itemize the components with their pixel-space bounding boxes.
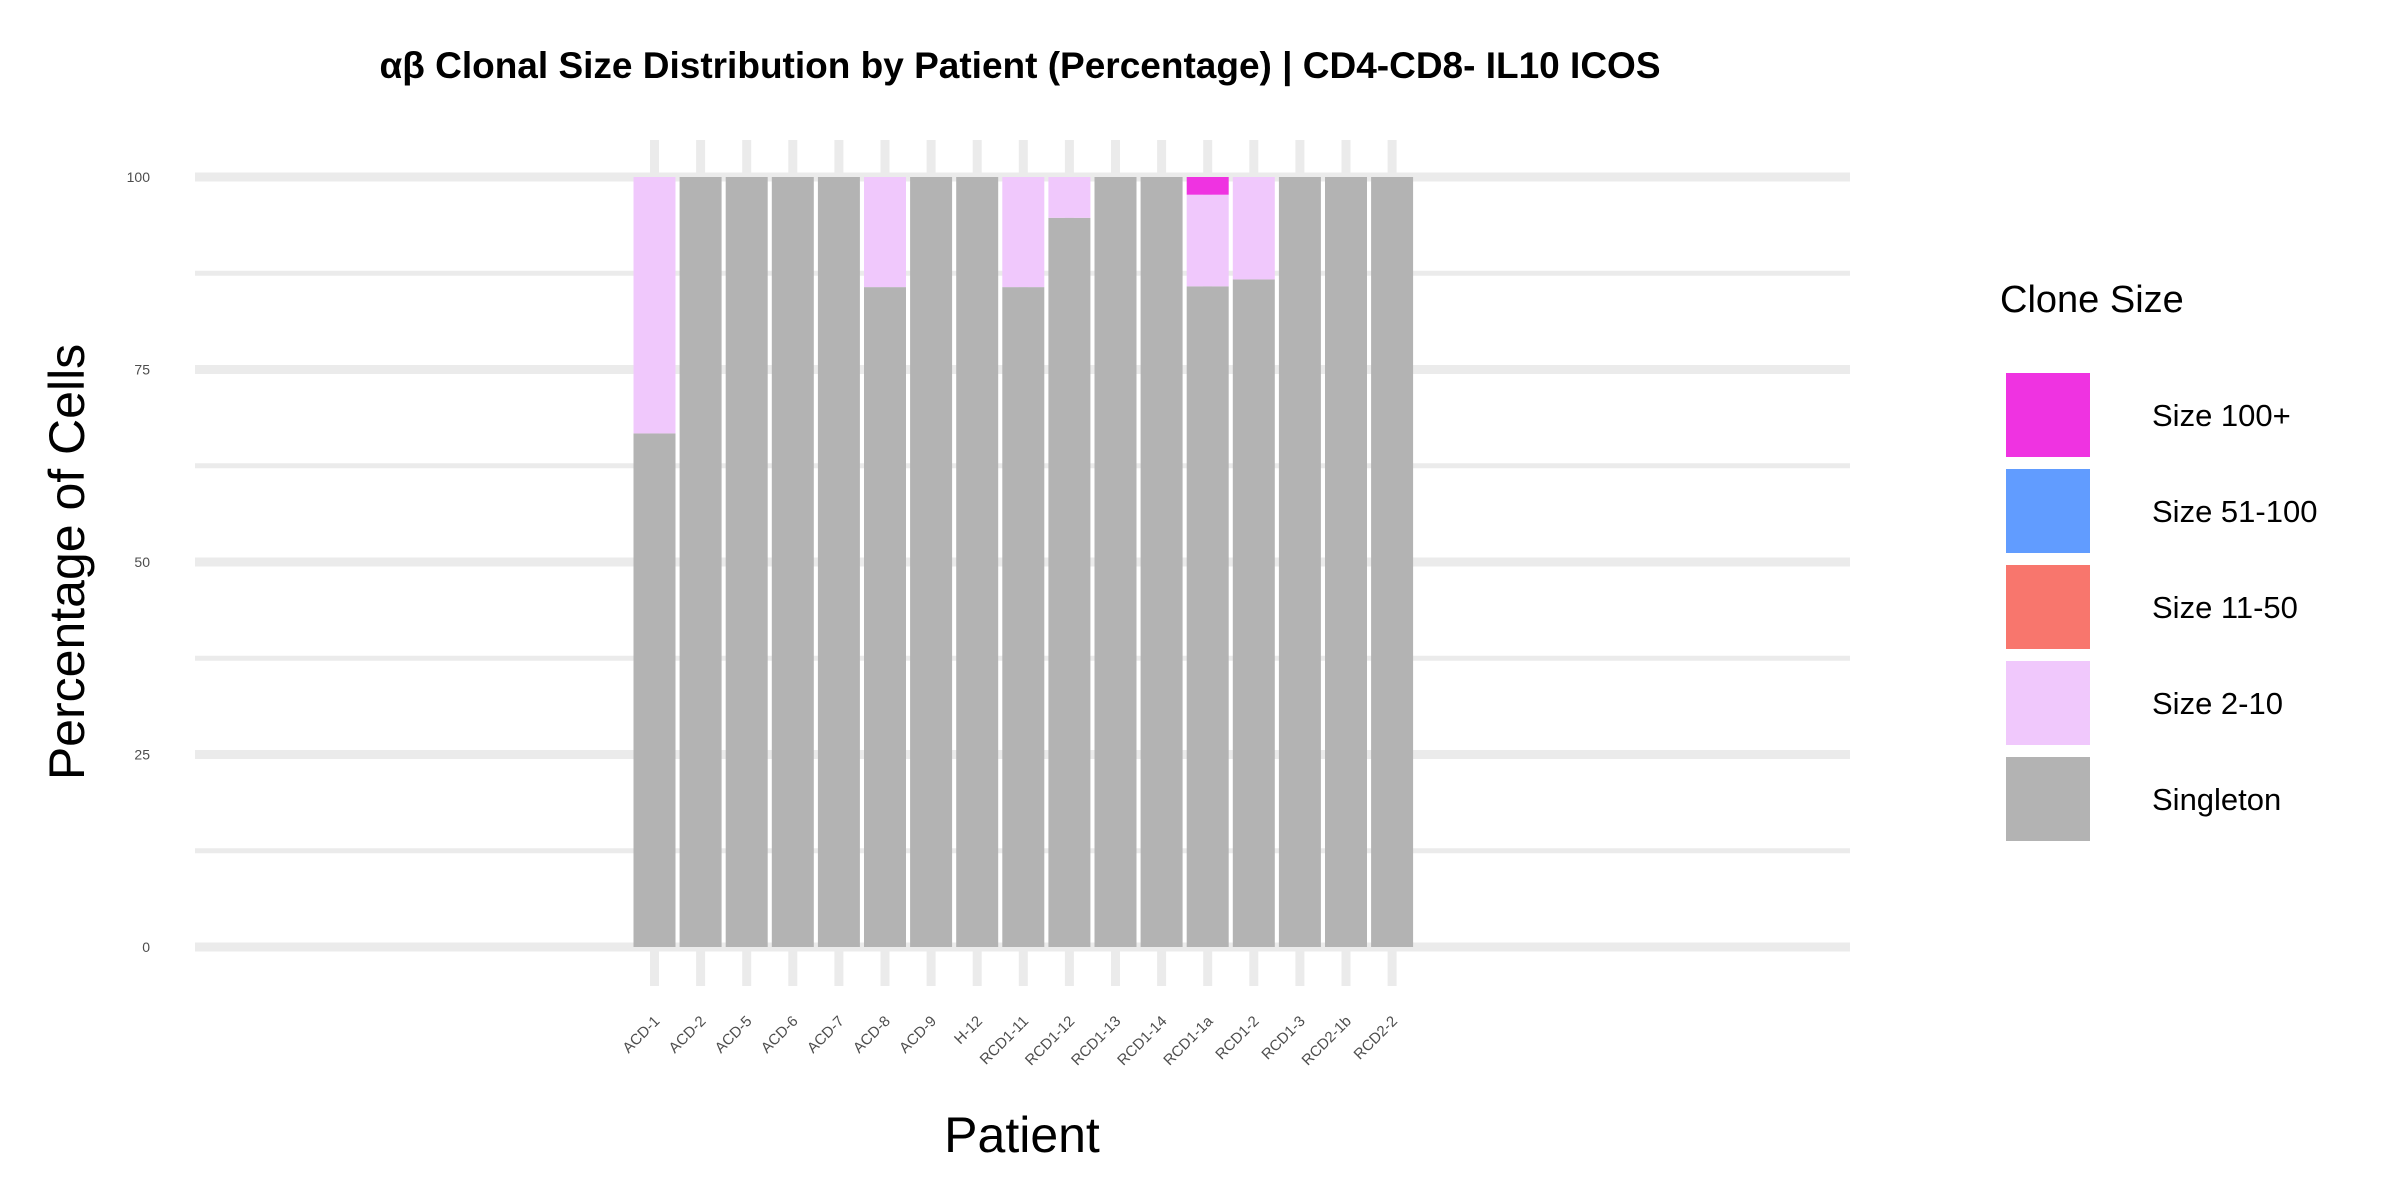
legend-label-size-11-50: Size 11-50 (2152, 590, 2298, 625)
x-tick-label: ACD-6 (758, 1013, 802, 1057)
legend-label-singleton: Singleton (2152, 782, 2281, 817)
bar-acd-8-singleton (864, 287, 906, 947)
bar-rcd2-1b-singleton (1325, 177, 1367, 947)
bar-rcd1-14-singleton (1140, 177, 1183, 947)
bar-acd-8-size-2-10 (864, 177, 906, 288)
bar-acd-7-singleton (817, 177, 860, 947)
bar-rcd2-2-singleton (1371, 177, 1414, 947)
y-tick-label: 75 (134, 362, 150, 378)
bar-acd-6-singleton (771, 177, 814, 947)
x-tick-label: RCD2-2 (1351, 1013, 1401, 1063)
bar-acd-1-size-2-10 (633, 177, 676, 434)
bar-acd-5-singleton (725, 177, 768, 947)
bar-rcd1-2-singleton (1232, 279, 1275, 947)
y-tick-labels: 0 25 50 75 100 (127, 169, 151, 955)
legend-label-size-51-100: Size 51-100 (2152, 494, 2317, 529)
y-tick-label: 25 (134, 747, 150, 763)
x-tick-label: RCD1-12 (1022, 1013, 1078, 1069)
x-tick-label: ACD-5 (712, 1013, 756, 1057)
x-tick-label: RCD1-2 (1212, 1013, 1262, 1063)
bar-acd-1-singleton (633, 433, 676, 947)
legend-label-size-100: Size 100+ (2152, 398, 2291, 433)
legend-title: Clone Size (2000, 279, 2184, 321)
y-tick-label: 100 (127, 169, 151, 185)
legend-swatch-size-100 (2006, 373, 2090, 457)
x-axis-title: Patient (944, 1107, 1100, 1163)
x-tick-label: ACD-9 (896, 1013, 940, 1057)
x-tick-label: ACD-2 (666, 1013, 710, 1057)
bar-rcd1-12-size-2-10 (1048, 177, 1091, 218)
y-axis-title: Percentage of Cells (39, 344, 95, 780)
legend-swatch-size-51-100 (2006, 469, 2090, 553)
legend-label-size-2-10: Size 2-10 (2152, 686, 2283, 721)
bar-h-12-singleton (956, 177, 999, 947)
y-tick-label: 50 (134, 554, 150, 570)
x-tick-label: RCD2-1b (1299, 1013, 1355, 1069)
bar-rcd1-12-singleton (1048, 217, 1091, 947)
x-tick-label: ACD-7 (804, 1013, 848, 1057)
x-tick-label: RCD1-1a (1160, 1012, 1217, 1069)
x-tick-label: RCD1-13 (1068, 1013, 1124, 1069)
bar-rcd1-11-singleton (1002, 287, 1045, 947)
y-tick-label: 0 (142, 939, 150, 955)
legend: Clone Size Size 100+ Size 51-100 Size 11-5… (2000, 279, 2317, 841)
bars (633, 177, 1414, 948)
legend-swatch-size-11-50 (2006, 565, 2090, 649)
bar-rcd1-1a-singleton (1186, 286, 1229, 948)
chart-title: αβ Clonal Size Distribution by Patient (… (380, 45, 1661, 87)
bar-rcd1-3-singleton (1278, 177, 1321, 947)
x-tick-labels: ACD-1 ACD-2 ACD-5 ACD-6 ACD-7 ACD-8 ACD-9 H-12 R… (619, 1012, 1400, 1069)
legend-swatch-size-2-10 (2006, 661, 2090, 745)
bar-rcd1-2-size-2-10 (1232, 177, 1275, 280)
legend-swatch-singleton (2006, 757, 2090, 841)
x-tick-label: ACD-8 (850, 1013, 894, 1057)
x-tick-label: ACD-1 (619, 1013, 663, 1057)
bar-acd-2-singleton (679, 177, 722, 947)
bar-rcd1-13-singleton (1094, 177, 1137, 947)
bar-rcd1-11-size-2-10 (1002, 177, 1045, 288)
bar-acd-9-singleton (910, 177, 953, 947)
x-tick-label: RCD1-14 (1114, 1013, 1170, 1069)
bar-rcd1-1a-size-2-10 (1186, 194, 1229, 287)
bar-rcd1-1a-size-100 (1186, 177, 1229, 195)
x-tick-label: H-12 (951, 1013, 986, 1048)
